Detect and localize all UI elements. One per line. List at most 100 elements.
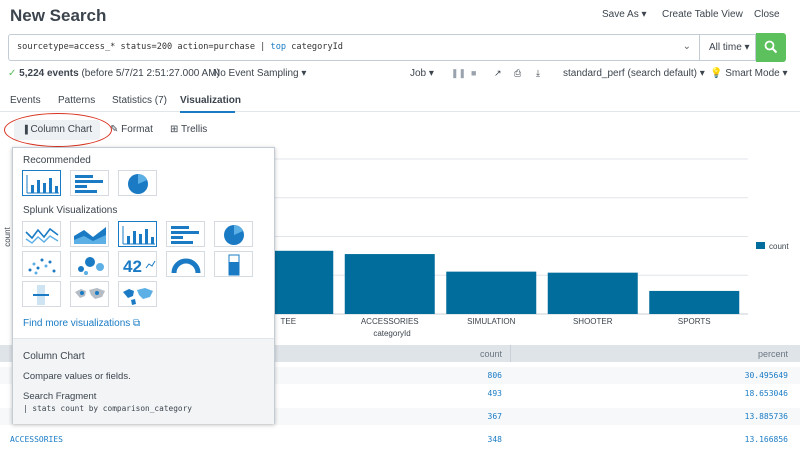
tab-statistics[interactable]: Statistics (7)	[112, 95, 168, 106]
viz-tile-radial-gauge[interactable]	[166, 251, 205, 277]
x-tick-label: SPORTS	[678, 317, 711, 326]
cell-count[interactable]: 806	[487, 371, 502, 380]
viz-tile-scatter-chart[interactable]	[22, 251, 61, 277]
cell-percent[interactable]: 13.166856	[744, 435, 788, 444]
chart-bar	[547, 272, 638, 314]
viz-tile-choropleth-map[interactable]	[118, 281, 157, 307]
marker-gauge-icon	[33, 285, 49, 305]
svg-text:42: 42	[123, 257, 142, 276]
viz-tile-column-chart[interactable]	[22, 170, 61, 196]
trellis-button[interactable]: ⊞ Trellis	[170, 124, 208, 135]
export-icon[interactable]: ⤓	[536, 68, 540, 78]
choropleth-map-icon	[123, 288, 153, 305]
viz-tile-filler-gauge[interactable]	[214, 251, 253, 277]
viz-description-title: Column Chart	[23, 351, 85, 362]
print-icon[interactable]: ⎙	[514, 68, 522, 78]
x-tick-label: TEE	[280, 317, 296, 326]
job-menu[interactable]: Job ▾	[410, 68, 434, 79]
viz-tile-bar-chart[interactable]	[70, 170, 109, 196]
chart-canvas: TEE ACCESSORIES SIMULATION SHOOTER SPORTS cat…	[3, 158, 789, 338]
format-button[interactable]: ✎ Format	[110, 124, 153, 135]
search-input[interactable]: sourcetype=access_* status=200 action=pu…	[8, 34, 700, 61]
radial-gauge-icon	[171, 258, 201, 274]
find-more-visualizations-link[interactable]: Find more visualizations ⧉	[23, 318, 141, 329]
pencil-icon: ✎	[110, 124, 119, 135]
column-chart-icon	[122, 226, 155, 245]
recommended-label: Recommended	[23, 155, 91, 166]
cell-category[interactable]: ACCESSORIES	[10, 435, 63, 444]
search-fragment-label: Search Fragment	[23, 391, 97, 402]
cell-percent[interactable]: 13.885736	[744, 412, 788, 421]
filler-gauge-icon	[228, 254, 240, 276]
chart-bar	[649, 290, 740, 314]
viz-picker-dropdown: Recommended Splunk Visualizations	[12, 147, 275, 424]
scatter-chart-icon	[28, 258, 56, 275]
pie-chart-icon	[224, 225, 244, 245]
active-tab-indicator	[180, 111, 235, 113]
column-header-percent[interactable]: percent	[757, 349, 788, 359]
line-chart-icon	[25, 227, 59, 244]
app-header: New Search Save As ▾ Create Table View C…	[0, 0, 800, 32]
cell-count[interactable]: 493	[487, 389, 502, 398]
search-fragment-code: | stats count by comparison_category	[23, 404, 192, 413]
viz-tile-column-chart-2[interactable]	[118, 221, 157, 247]
x-tick-label: ACCESSORIES	[361, 317, 419, 326]
pause-icon[interactable]: ❚❚	[451, 68, 467, 78]
share-icon[interactable]: ↗	[494, 68, 502, 78]
cell-percent[interactable]: 30.495649	[744, 371, 788, 380]
tab-visualization[interactable]: Visualization	[180, 95, 241, 106]
cluster-map-icon	[75, 288, 105, 299]
area-chart-icon	[74, 227, 106, 244]
bar-chart-icon	[171, 226, 199, 244]
highlight-annotation	[4, 113, 112, 147]
app-context-menu[interactable]: standard_perf (search default) ▾	[563, 68, 705, 79]
viz-tile-single-value[interactable]: 42	[118, 251, 157, 277]
y-axis-label: count	[3, 226, 12, 246]
time-range-picker[interactable]: All time ▾	[700, 34, 756, 61]
stop-icon[interactable]: ■	[471, 68, 477, 78]
viz-tile-bubble-chart[interactable]	[70, 251, 109, 277]
external-link-icon: ⧉	[133, 318, 141, 329]
column-header-count[interactable]: count	[479, 349, 502, 359]
page-title: New Search	[10, 6, 107, 25]
close-button[interactable]: Close	[754, 9, 780, 20]
cell-count[interactable]: 367	[487, 412, 502, 421]
search-query-text: sourcetype=access_* status=200 action=pu…	[17, 42, 343, 52]
create-table-view-button[interactable]: Create Table View	[662, 9, 743, 20]
x-axis-label: categoryId	[373, 329, 410, 338]
tab-events[interactable]: Events	[10, 95, 41, 106]
legend-swatch	[756, 242, 765, 249]
column-chart: TEE ACCESSORIES SIMULATION SHOOTER SPORTS cat…	[0, 145, 800, 345]
viz-tile-bar-chart-2[interactable]	[166, 221, 205, 247]
column-divider	[510, 345, 511, 362]
splunk-visualizations-label: Splunk Visualizations	[23, 205, 118, 216]
x-tick-label: SIMULATION	[467, 317, 516, 326]
viz-tile-pie-chart[interactable]	[118, 170, 157, 196]
viz-description-text: Compare values or fields.	[23, 371, 131, 382]
save-as-menu[interactable]: Save As ▾	[602, 9, 647, 20]
pie-chart-icon	[128, 174, 148, 194]
viz-tile-marker-gauge[interactable]	[22, 281, 61, 307]
cell-count[interactable]: 348	[487, 435, 502, 444]
bar-chart-icon	[75, 175, 103, 193]
viz-tile-pie-chart-2[interactable]	[214, 221, 253, 247]
chevron-down-icon[interactable]: ⌄	[682, 41, 691, 52]
grid-icon: ⊞	[170, 124, 179, 135]
event-sampling-menu[interactable]: No Event Sampling ▾	[213, 68, 307, 79]
table-row: ACCESSORIES 348 13.166856	[0, 431, 800, 448]
search-button[interactable]	[756, 33, 786, 62]
tab-patterns[interactable]: Patterns	[58, 95, 96, 106]
legend-label: count	[769, 242, 789, 251]
x-tick-label: SHOOTER	[573, 317, 613, 326]
viz-tile-area-chart[interactable]	[70, 221, 109, 247]
check-icon: ✓	[8, 68, 17, 79]
bulb-icon: 💡	[710, 68, 723, 79]
cell-percent[interactable]: 18.653046	[744, 389, 788, 398]
chart-bar	[344, 254, 435, 314]
bubble-chart-icon	[78, 257, 104, 275]
viz-tile-cluster-map[interactable]	[70, 281, 109, 307]
viz-tile-line-chart[interactable]	[22, 221, 61, 247]
single-value-icon: 42	[123, 257, 156, 276]
search-mode-menu[interactable]: 💡 Smart Mode ▾	[710, 68, 788, 79]
search-status-bar: ✓ 5,224 events (before 5/7/21 2:51:27.00…	[0, 64, 800, 84]
